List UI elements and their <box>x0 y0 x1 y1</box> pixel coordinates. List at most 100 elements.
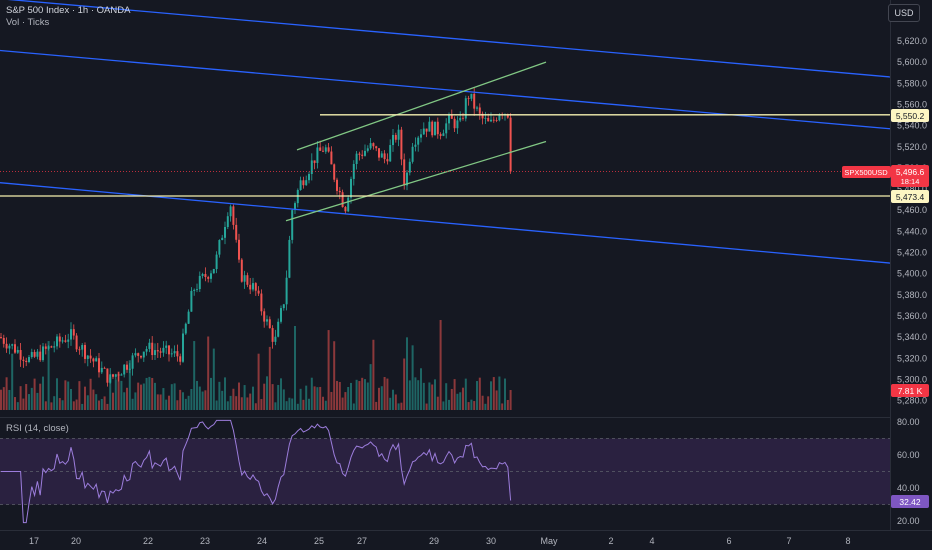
candle-body <box>98 358 100 373</box>
candle-body <box>305 180 308 186</box>
svg-text:SPX500USD: SPX500USD <box>844 168 888 177</box>
candle-body <box>229 206 232 217</box>
candle-body <box>120 374 123 376</box>
volume-bar <box>114 379 117 410</box>
time-tick-label: 29 <box>429 536 439 546</box>
candle-body <box>67 339 70 342</box>
volume-bar <box>450 388 453 410</box>
volume-bar <box>173 383 176 410</box>
volume-bar <box>75 399 78 410</box>
volume-bar <box>53 396 56 410</box>
candle-body <box>420 134 422 138</box>
trend-lines[interactable] <box>0 0 891 264</box>
volume-bar <box>140 384 142 410</box>
time-tick-label: 24 <box>257 536 267 546</box>
candle-body <box>386 159 389 162</box>
candle-body <box>445 123 448 134</box>
volume-bar <box>137 382 140 410</box>
candle-body <box>128 368 131 370</box>
volume-bar <box>487 396 490 410</box>
candle-body <box>327 147 330 152</box>
volume-bar <box>5 377 8 410</box>
channel-line-rising-bottom[interactable] <box>285 140 547 222</box>
volume-bar <box>428 382 431 410</box>
volume-bar <box>187 395 190 410</box>
resistance-price-tag: 5,550.2 <box>891 109 929 122</box>
time-tick-label: 23 <box>200 536 210 546</box>
candle-body <box>154 350 156 356</box>
candlesticks <box>0 87 512 387</box>
volume-bar <box>117 371 120 410</box>
volume-bar <box>462 387 464 410</box>
volume-bar <box>25 384 28 410</box>
candle-body <box>322 150 324 152</box>
candle-body <box>81 345 84 350</box>
channel-line-upper[interactable] <box>0 0 891 78</box>
time-tick-label: 8 <box>845 536 850 546</box>
svg-text:7.81 K: 7.81 K <box>898 386 923 396</box>
volume-bar <box>310 377 313 410</box>
volume-bar <box>414 377 417 410</box>
volume-bar <box>459 392 462 410</box>
candle-body <box>19 350 22 360</box>
volume-bar <box>434 379 436 410</box>
volume-bar <box>218 381 221 410</box>
volume-bar <box>277 384 280 410</box>
candle-body <box>92 358 95 362</box>
volume-bar <box>344 392 347 410</box>
volume-bar <box>78 381 81 410</box>
volume-bar <box>439 319 442 410</box>
price-tick-label: 5,280.0 <box>897 396 927 406</box>
candle-body <box>338 190 341 193</box>
candle-body <box>14 344 16 353</box>
volume-bar <box>324 400 327 410</box>
candle-body <box>473 93 476 109</box>
candle-body <box>364 150 366 156</box>
volume-bar <box>112 392 114 410</box>
volume-bar <box>386 378 389 410</box>
svg-text:18:14: 18:14 <box>901 177 920 186</box>
volume-bar <box>232 388 235 410</box>
candle-body <box>58 336 61 342</box>
volume-bar <box>316 387 319 410</box>
candle-body <box>459 117 462 121</box>
candle-body <box>184 323 187 334</box>
candle-body <box>392 134 394 146</box>
candle-body <box>134 353 137 356</box>
volume-bar <box>254 403 257 410</box>
volume-bar <box>347 386 350 410</box>
currency-button[interactable]: USD <box>888 4 920 22</box>
candle-body <box>218 240 221 255</box>
volume-bar <box>36 392 39 410</box>
volume-bar <box>240 397 243 410</box>
candle-body <box>358 153 361 155</box>
channel-line-middle[interactable] <box>0 49 891 130</box>
volume-bar <box>338 381 341 410</box>
volume-bar <box>294 325 296 410</box>
volume-bar <box>336 380 338 410</box>
candle-body <box>53 346 56 348</box>
volume-bar <box>249 393 252 410</box>
volume-bar <box>162 388 165 410</box>
volume-bar <box>159 394 162 410</box>
volume-bar <box>100 398 103 410</box>
candle-body <box>277 321 280 337</box>
volume-bar <box>170 384 173 410</box>
candle-body <box>397 129 400 140</box>
candle-body <box>246 275 249 285</box>
price-tick-label: 5,380.0 <box>897 290 927 300</box>
volume-bar <box>42 376 44 410</box>
volume-bars <box>0 319 512 410</box>
channel-line-rising-top[interactable] <box>296 61 547 151</box>
candle-body <box>406 172 408 186</box>
candle-body <box>106 368 109 383</box>
volume-bar <box>436 396 439 410</box>
volume-bar <box>380 386 383 410</box>
price-tick-label: 5,620.0 <box>897 36 927 46</box>
time-axis[interactable]: 17 20 22 23 24 25 27 29 30 May 2 4 6 7 8 <box>29 536 851 546</box>
volume-bar <box>47 341 50 410</box>
candle-body <box>422 128 425 135</box>
volume-bar <box>84 386 86 410</box>
price-tick-label: 5,340.0 <box>897 332 927 342</box>
